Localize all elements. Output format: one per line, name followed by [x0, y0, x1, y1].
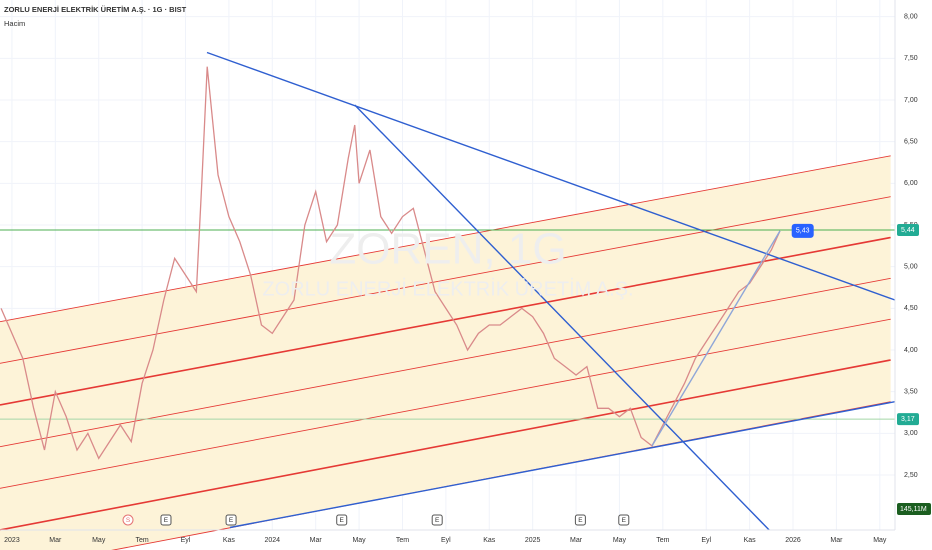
channel-line	[0, 359, 891, 531]
x-tick-label: Mar	[570, 537, 583, 544]
x-tick-label: Kas	[223, 537, 236, 544]
channel-line	[0, 196, 891, 364]
event-label: E	[578, 517, 583, 524]
x-tick-label: Eyl	[701, 537, 711, 544]
y-tick-label: 3,50	[904, 389, 918, 396]
price-tag-label: 3,17	[901, 416, 915, 423]
callout-box	[791, 223, 814, 238]
event-marker	[160, 514, 172, 526]
watermark: ZOREN, 1G	[329, 225, 566, 274]
x-tick-label: Tem	[656, 537, 669, 544]
x-tick-label: 2024	[265, 537, 281, 544]
x-tick-label: Eyl	[441, 537, 451, 544]
event-marker	[336, 514, 348, 526]
callout-label: 5,43	[796, 228, 810, 235]
price-line-series	[0, 66, 781, 460]
y-tick-label: 5,00	[904, 264, 918, 271]
channel-fill	[0, 155, 891, 550]
price-tag	[897, 413, 919, 426]
x-tick-label: May	[873, 537, 887, 544]
event-label: E	[622, 517, 627, 524]
x-tick-label: Eyl	[181, 537, 191, 544]
plot	[0, 0, 896, 550]
x-tick-label: Tem	[396, 537, 409, 544]
channel-line	[0, 236, 891, 406]
x-tick-label: Tem	[135, 537, 148, 544]
x-tick-label: Mar	[49, 537, 62, 544]
y-tick-label: 3,00	[904, 430, 918, 437]
x-tick-label: Kas	[744, 537, 757, 544]
x-tick-label: May	[613, 537, 627, 544]
event-marker	[122, 514, 134, 526]
y-tick-label: 8,00	[904, 14, 918, 21]
channel-line	[0, 277, 891, 448]
y-tick-label: 4,00	[904, 347, 918, 354]
x-tick-label: May	[352, 537, 366, 544]
event-label: E	[164, 517, 169, 524]
trendline	[651, 230, 781, 447]
x-tick-label: Mar	[310, 537, 323, 544]
chart-subtitle: Hacim	[4, 19, 25, 28]
trendline	[206, 51, 896, 301]
y-tick-label: 4,50	[904, 305, 918, 312]
y-tick-label: 7,00	[904, 97, 918, 104]
event-marker	[431, 514, 443, 526]
event-label: E	[229, 517, 234, 524]
event-label: E	[340, 517, 345, 524]
y-tick-label: 7,50	[904, 55, 918, 62]
channel-line	[0, 155, 891, 323]
volume-tag-label: 145,11M	[900, 506, 927, 513]
price-tag-label: 5,44	[901, 227, 915, 234]
x-tick-label: 2023	[4, 537, 20, 544]
event-label: S	[126, 517, 131, 524]
y-tick-label: 6,50	[904, 139, 918, 146]
channel-line	[0, 318, 891, 489]
x-tick-label: Mar	[830, 537, 843, 544]
chart-title: ZORLU ENERJİ ELEKTRİK ÜRETİM A.Ş. · 1G ·…	[4, 5, 187, 14]
volume-tag	[897, 503, 931, 515]
x-tick-label: 2026	[785, 537, 801, 544]
x-tick-label: Kas	[483, 537, 496, 544]
event-label: E	[435, 517, 440, 524]
price-tag	[897, 224, 919, 236]
y-tick-label: 2,50	[904, 472, 918, 479]
event-marker	[574, 514, 586, 526]
event-marker	[618, 514, 630, 526]
x-tick-label: 2025	[525, 537, 541, 544]
watermark-sub: ZORLU ENERJİ ELEKTRİK ÜRETİM A.Ş.	[262, 277, 633, 300]
trendline	[354, 104, 770, 531]
x-tick-label: May	[92, 537, 106, 544]
trendline	[229, 400, 896, 529]
y-tick-label: 6,00	[904, 180, 918, 187]
event-marker	[225, 514, 237, 526]
